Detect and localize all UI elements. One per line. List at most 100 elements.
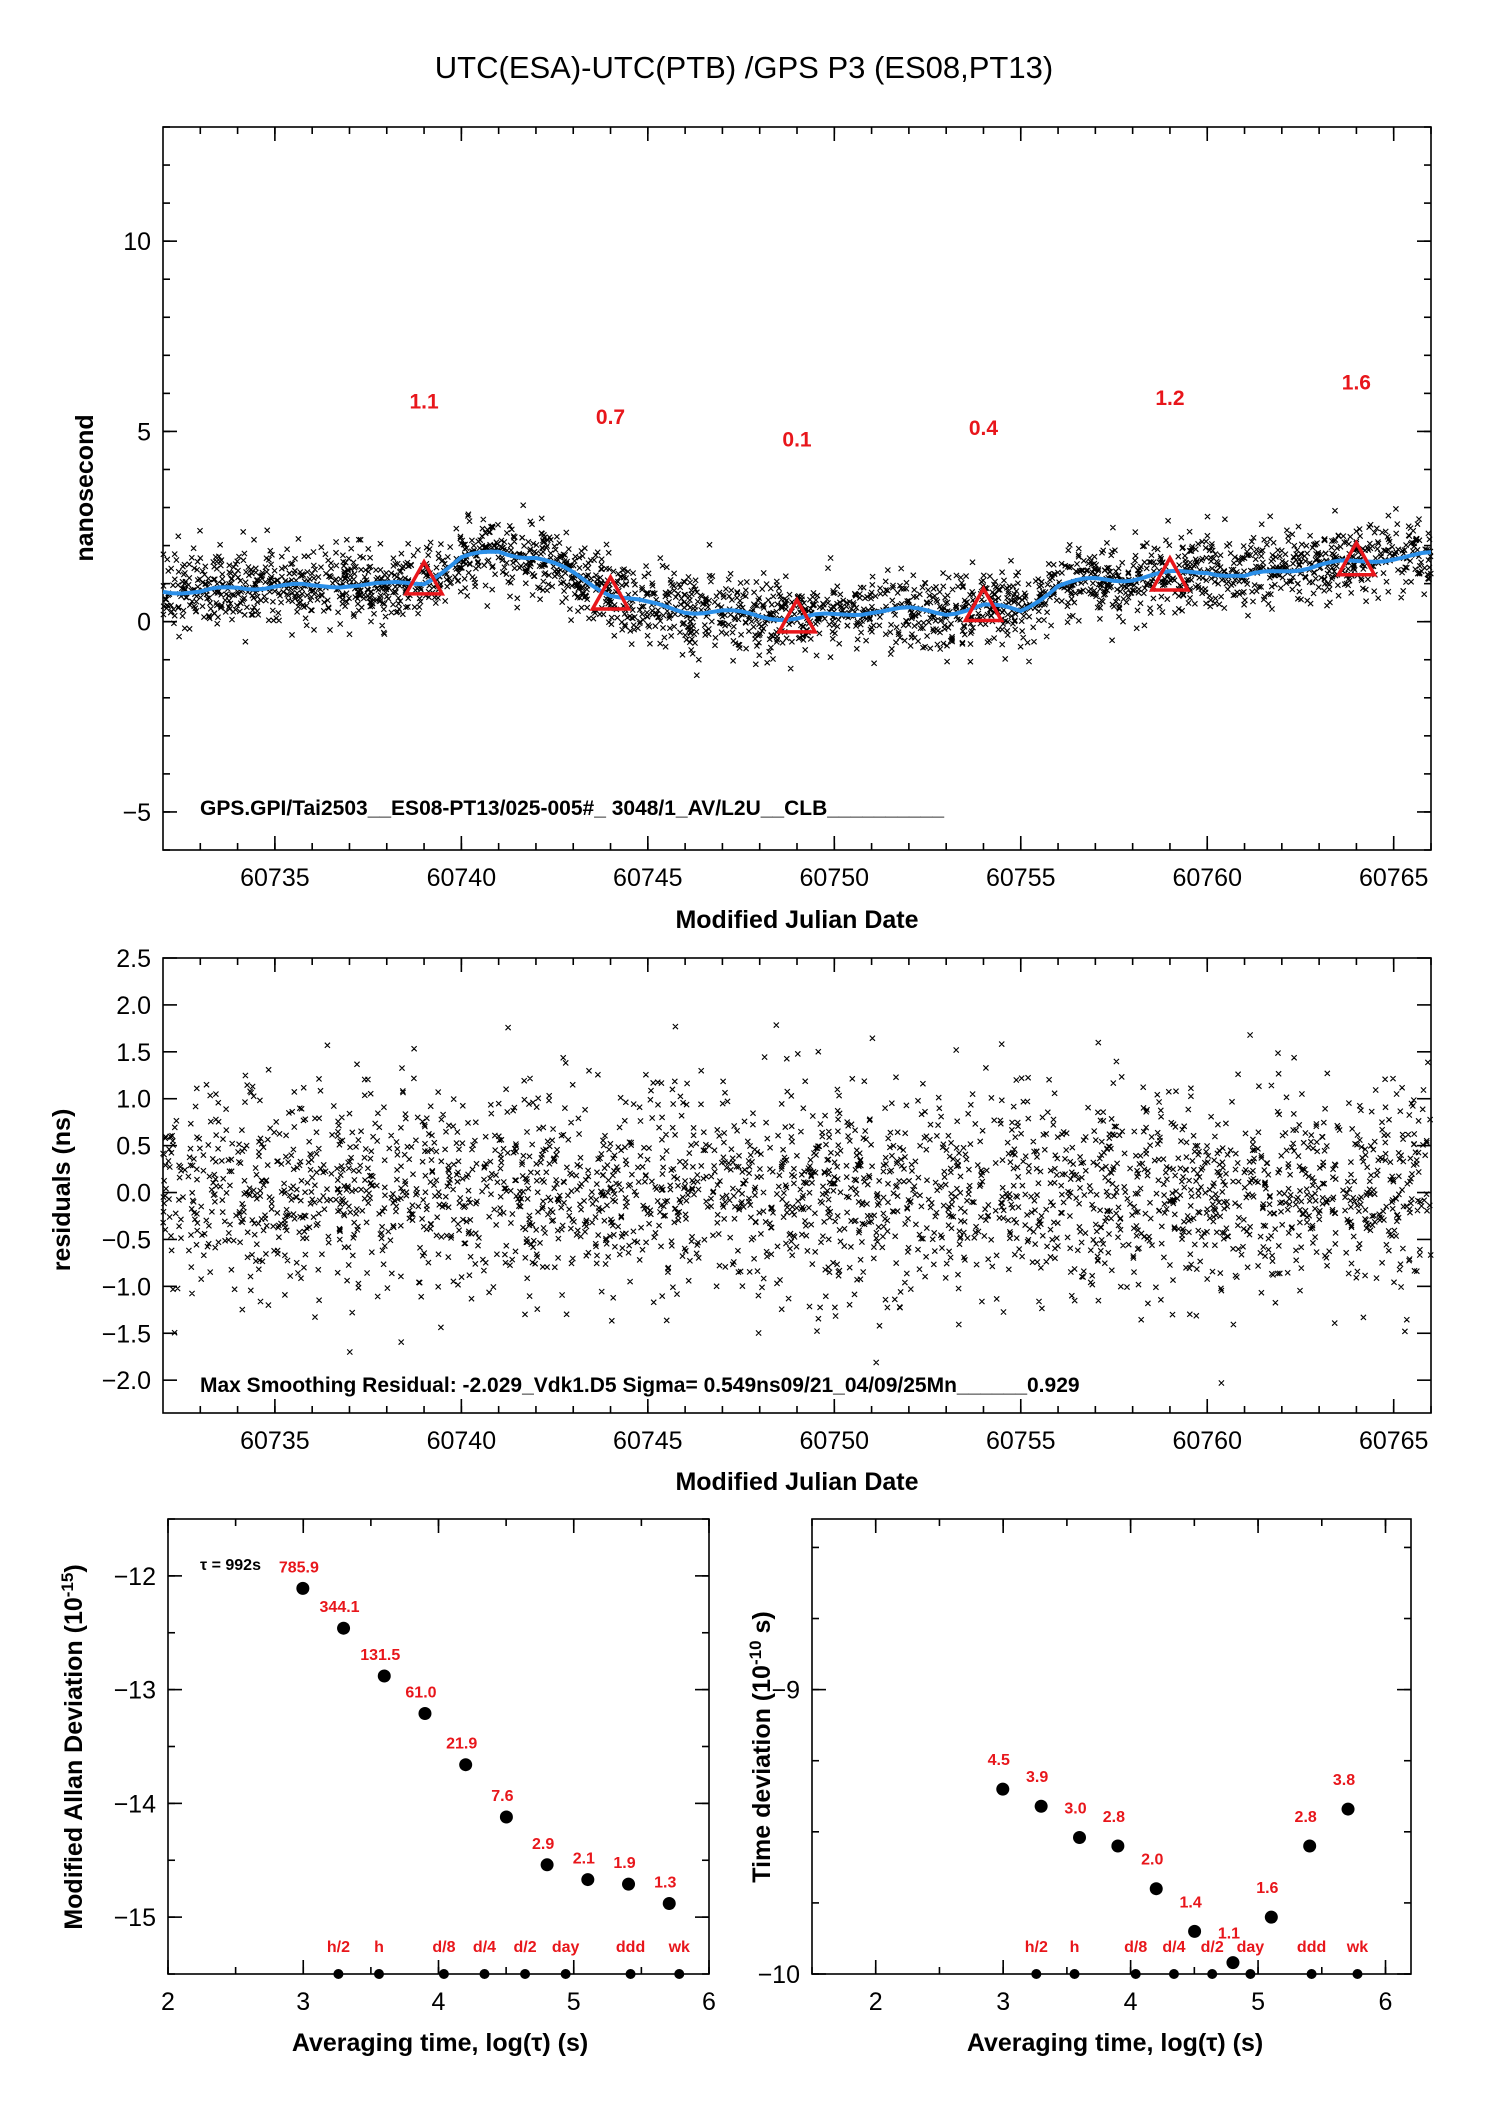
deviation-point-label: 131.5 [360,1647,400,1664]
deviation-point-label: 2.8 [1103,1809,1125,1826]
deviation-point-label: 3.9 [1026,1769,1048,1786]
mdev-tau-note: τ = 992s [200,1557,261,1574]
deviation-point-label: 1.1 [1218,1926,1240,1943]
averaging-mark-label: ddd [616,1939,645,1956]
averaging-mark [1130,1969,1141,1979]
mdev-points: 785.9 344.1 131.5 61.0 21.9 7.6 2.9 2.1 1.9 1.3 h/… [279,1559,690,1979]
x-tick-label: 3 [296,1988,310,2016]
tdev-plot-frame [811,1518,1412,1975]
x-tick-label: 60740 [427,1427,497,1455]
x-tick-label: 60750 [800,864,870,892]
marker-triangle [776,596,818,634]
deviation-point [581,1873,595,1887]
averaging-mark [1168,1969,1179,1979]
averaging-mark-label: h [1070,1939,1080,1956]
deviation-point [377,1669,391,1683]
averaging-mark-label: wk [668,1939,690,1956]
deviation-point [1264,1910,1278,1924]
y-tick-label: −2.0 [102,1367,151,1395]
deviation-point-label: 1.3 [654,1874,676,1891]
averaging-mark-label: wk [1346,1939,1368,1956]
deviation-point [1111,1839,1125,1853]
y-tick-label: 0.5 [116,1133,151,1161]
averaging-mark-label: d/8 [1124,1939,1147,1956]
marker-triangle [1148,554,1191,592]
deviation-point-label: 3.8 [1333,1772,1355,1789]
x-tick-label: 60755 [986,1427,1056,1455]
y-tick-label: 10 [123,228,151,256]
deviation-point-label: 4.5 [988,1752,1010,1769]
averaging-mark-label: d/2 [1201,1939,1224,1956]
averaging-mark-label: h/2 [1025,1939,1048,1956]
x-tick-label: 60765 [1359,864,1429,892]
x-tick-label: 60735 [240,1427,310,1455]
x-tick-label: 60750 [800,1427,870,1455]
deviation-point-label: 1.6 [1256,1880,1278,1897]
figure-title: UTC(ESA)-UTC(PTB) /GPS P3 (ES08,PT13) [435,50,1053,85]
y-tick-label: 5 [137,418,151,446]
deviation-point [1149,1882,1163,1896]
x-tick-label: 6 [1379,1988,1393,2016]
averaging-mark [1352,1969,1363,1979]
x-tick-label: 60760 [1172,864,1242,892]
main-annotation: GPS.GPI/Tai2503__ES08-PT13/025-005#_ 304… [200,797,944,820]
y-tick-label: −1.0 [102,1273,151,1301]
x-tick-label: 60735 [240,864,310,892]
y-tick-label: 0 [137,609,151,637]
marker-triangle [1335,539,1378,577]
tdev-xlabel: Averaging time, log(τ) (s) [967,2029,1263,2057]
main-smooth-line [162,549,1432,623]
x-tick-label: 2 [869,1988,883,2016]
deviation-point [540,1858,554,1872]
main-axes: 60735 60740 60745 60750 60755 60760 60765 −5 0 5 1… [122,126,1432,892]
y-tick-label: −14 [114,1790,157,1818]
residuals-ylabel: residuals (ns) [48,1109,76,1272]
deviation-point-label: 2.9 [532,1836,554,1853]
averaging-mark [1245,1969,1256,1979]
deviation-point-label: 1.4 [1179,1894,1201,1911]
y-tick-label: −1.5 [102,1320,151,1348]
x-tick-label: 60745 [613,864,683,892]
averaging-mark [1207,1969,1218,1979]
deviation-point [499,1810,513,1824]
deviation-point-label: 785.9 [279,1559,319,1576]
tdev-points: 4.5 3.9 3.0 2.8 2.0 1.4 1.1 1.6 2.8 3.8 h/2 h d/8 d/4… [988,1752,1368,1979]
x-tick-label: 60755 [986,864,1056,892]
deviation-point-label: 2.0 [1141,1852,1163,1869]
marker-label: 0.7 [596,406,625,429]
y-tick-label: −10 [758,1961,800,1989]
deviation-point [1226,1956,1240,1970]
x-tick-label: 4 [1124,1988,1138,2016]
y-tick-label: 1.0 [116,1086,151,1114]
mdev-plot: 785.9 344.1 131.5 61.0 21.9 7.6 2.9 2.1 1.9 1.3 h/… [58,1518,716,2057]
deviation-point [996,1782,1010,1796]
averaging-mark [1069,1969,1080,1979]
averaging-mark [625,1969,636,1979]
x-tick-label: 5 [567,1988,581,2016]
residuals-plot: 60735 60740 60745 60750 60755 60760 60765 −2.0 −… [48,945,1434,1496]
y-tick-label: −0.5 [102,1226,151,1254]
marker-triangle [589,573,632,611]
averaging-mark [1306,1969,1317,1979]
mdev-xlabel: Averaging time, log(τ) (s) [292,2029,588,2057]
deviation-point [1073,1831,1087,1844]
marker-triangle [403,558,446,596]
y-tick-label: −13 [114,1677,156,1705]
y-tick-label: 2.0 [116,992,151,1020]
deviation-point-label: 1.9 [613,1855,635,1872]
marker-label: 1.2 [1155,387,1184,410]
x-tick-label: 60760 [1172,1427,1242,1455]
averaging-mark [674,1969,685,1979]
x-tick-label: 60745 [613,1427,683,1455]
deviation-point-label: 3.0 [1064,1801,1086,1818]
y-tick-label: −15 [114,1904,156,1932]
deviation-point-label: 2.8 [1295,1809,1317,1826]
averaging-mark [1031,1969,1042,1979]
residuals-plot-frame [162,957,1432,1414]
averaging-mark-label: ddd [1297,1939,1326,1956]
y-tick-label: 1.5 [116,1039,151,1067]
averaging-mark-label: d/4 [1162,1939,1185,1956]
y-tick-label: −5 [122,799,151,827]
deviation-point [662,1896,676,1910]
